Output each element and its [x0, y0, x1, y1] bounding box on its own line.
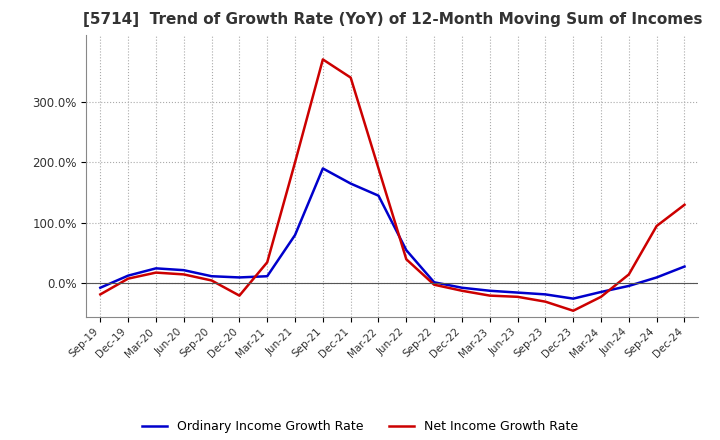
- Net Income Growth Rate: [318, 57, 327, 62]
- Line: Ordinary Income Growth Rate: Ordinary Income Growth Rate: [100, 169, 685, 299]
- Ordinary Income Growth Rate: [291, 232, 300, 238]
- Net Income Growth Rate: [458, 288, 467, 293]
- Ordinary Income Growth Rate: [96, 285, 104, 290]
- Net Income Growth Rate: [680, 202, 689, 207]
- Ordinary Income Growth Rate: [430, 280, 438, 285]
- Line: Net Income Growth Rate: Net Income Growth Rate: [100, 59, 685, 311]
- Net Income Growth Rate: [124, 276, 132, 281]
- Net Income Growth Rate: [207, 278, 216, 283]
- Ordinary Income Growth Rate: [513, 290, 522, 295]
- Net Income Growth Rate: [485, 293, 494, 298]
- Ordinary Income Growth Rate: [541, 292, 550, 297]
- Net Income Growth Rate: [597, 294, 606, 300]
- Net Income Growth Rate: [263, 260, 271, 265]
- Ordinary Income Growth Rate: [263, 274, 271, 279]
- Net Income Growth Rate: [346, 75, 355, 80]
- Ordinary Income Growth Rate: [652, 275, 661, 280]
- Ordinary Income Growth Rate: [235, 275, 243, 280]
- Net Income Growth Rate: [624, 272, 633, 277]
- Net Income Growth Rate: [541, 299, 550, 304]
- Ordinary Income Growth Rate: [485, 288, 494, 293]
- Ordinary Income Growth Rate: [597, 290, 606, 295]
- Net Income Growth Rate: [430, 282, 438, 287]
- Ordinary Income Growth Rate: [207, 274, 216, 279]
- Net Income Growth Rate: [652, 224, 661, 229]
- Net Income Growth Rate: [291, 160, 300, 165]
- Net Income Growth Rate: [569, 308, 577, 313]
- Ordinary Income Growth Rate: [179, 268, 188, 273]
- Net Income Growth Rate: [152, 270, 161, 275]
- Net Income Growth Rate: [179, 272, 188, 277]
- Ordinary Income Growth Rate: [458, 285, 467, 290]
- Ordinary Income Growth Rate: [346, 181, 355, 186]
- Ordinary Income Growth Rate: [124, 273, 132, 278]
- Net Income Growth Rate: [402, 257, 410, 262]
- Legend: Ordinary Income Growth Rate, Net Income Growth Rate: Ordinary Income Growth Rate, Net Income …: [138, 415, 582, 438]
- Ordinary Income Growth Rate: [402, 248, 410, 253]
- Ordinary Income Growth Rate: [569, 296, 577, 301]
- Ordinary Income Growth Rate: [318, 166, 327, 171]
- Ordinary Income Growth Rate: [680, 264, 689, 269]
- Ordinary Income Growth Rate: [374, 193, 383, 198]
- Net Income Growth Rate: [513, 294, 522, 300]
- Net Income Growth Rate: [96, 292, 104, 297]
- Ordinary Income Growth Rate: [624, 283, 633, 289]
- Net Income Growth Rate: [235, 293, 243, 298]
- Net Income Growth Rate: [374, 166, 383, 171]
- Title: [5714]  Trend of Growth Rate (YoY) of 12-Month Moving Sum of Incomes: [5714] Trend of Growth Rate (YoY) of 12-…: [83, 12, 702, 27]
- Ordinary Income Growth Rate: [152, 266, 161, 271]
